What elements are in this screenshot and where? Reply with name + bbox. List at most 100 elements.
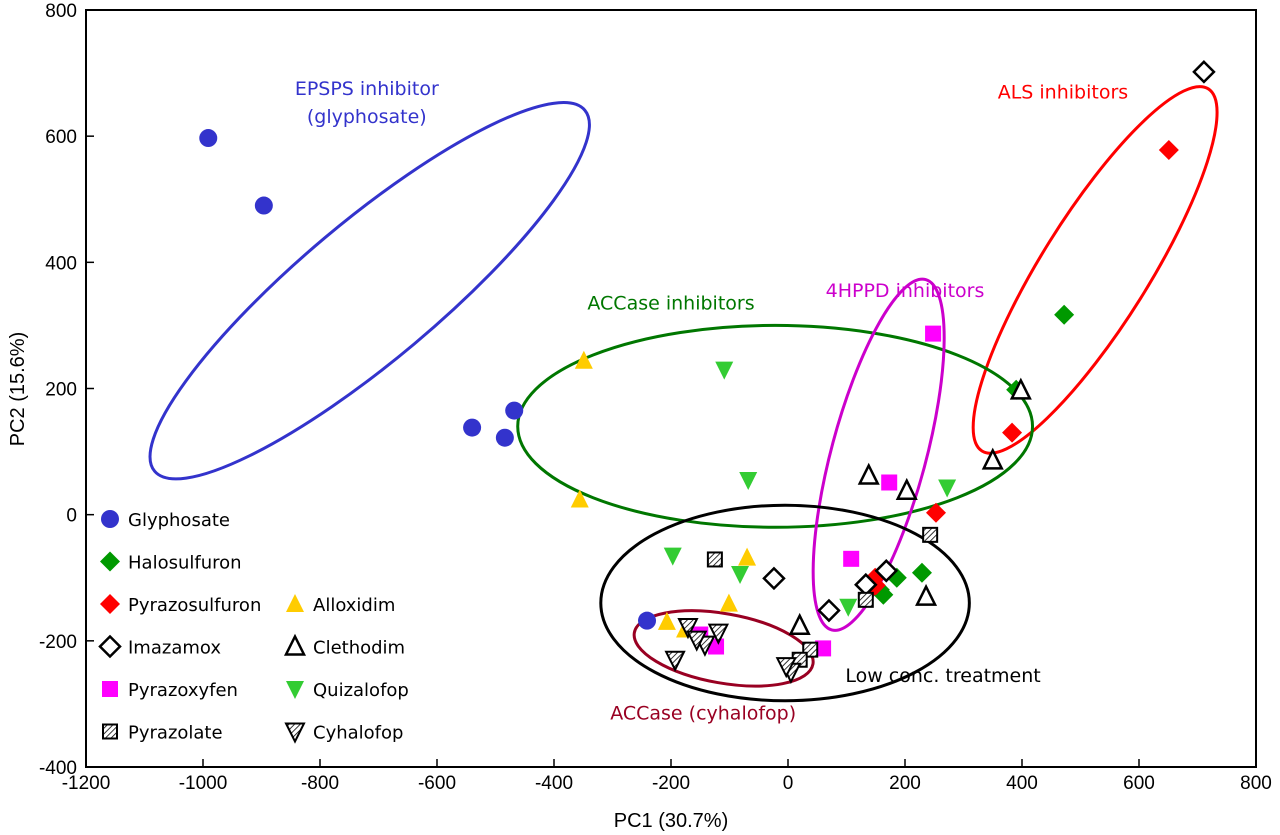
legend-marker-pyrazoxyfen [102,681,118,697]
point-alloxidim [570,489,589,508]
point-pyrazoxyfen [881,474,898,491]
y-tick-label: 800 [45,1,77,22]
legend-marker-pyrazosulfuron [100,594,120,614]
point-pyrazolate [857,591,874,608]
legend-label: Pyrazoxyfen [128,680,238,701]
legend-marker-imazamox [98,634,122,659]
point-quizalofop [663,547,682,566]
legend-label: Imazamox [128,638,221,659]
group-ellipse-accase-inhibitors [516,323,1035,529]
x-tick-label: 0 [783,773,794,794]
x-tick-label: 200 [889,773,921,794]
x-tick-label: -200 [652,773,690,794]
legend: Glyphosate Halosulfuron Pyrazosulfuron Imaz… [98,510,409,744]
x-tick-label: -800 [301,773,339,794]
legend-label: Cyhalofop [313,723,403,744]
point-imazamox [762,566,786,591]
point-cyhalofop [664,650,686,672]
legend-marker-halosulfuron [100,551,120,572]
data-points [199,60,1216,684]
point-clethodim [895,477,918,500]
x-tick-label: -400 [535,773,573,794]
annotation-label: Low conc. treatment [845,665,1040,687]
legend-label: Alloxidim [313,595,395,616]
point-cyhalofop [677,617,699,640]
legend-label: Pyrazosulfuron [128,595,261,616]
point-clethodim [915,583,938,606]
annotation-label: (glyphosate) [307,106,427,128]
point-alloxidim [738,547,757,566]
legend-marker-quizalofop [286,681,304,699]
point-cyhalofop [707,623,730,645]
axis-ticks: -1200 -1000 -800 -600 -400 -200 0 200 400 600 800 -… [39,1,1272,794]
point-pyrazoxyfen [815,640,832,657]
x-tick-label: -600 [418,773,456,794]
point-glyphosate [638,611,657,630]
point-imazamox [817,598,841,623]
group-ellipse-4hppd-inhibitors [811,277,946,632]
point-alloxidim [657,611,676,630]
point-clethodim [1009,377,1032,400]
y-tick-label: 600 [45,127,77,148]
legend-marker-cyhalofop [284,722,306,744]
group-annotations: EPSPS inhibitor (glyphosate) ALS inhibitor… [295,78,1128,725]
legend-label: Glyphosate [128,510,230,531]
point-pyrazolate [706,551,723,568]
x-tick-label: 400 [1006,773,1038,794]
group-ellipse-low-conc-treatment [599,503,971,703]
legend-marker-pyrazolate [102,723,118,740]
y-axis-title: PC2 (15.6%) [7,332,29,447]
point-clethodim [788,612,811,635]
legend-label: Pyrazolate [128,723,223,744]
point-cyhalofop [686,630,708,652]
legend-label: Quizalofop [313,680,409,701]
point-pyrazoxyfen [843,550,860,567]
y-tick-label: -200 [39,632,77,653]
point-alloxidim [574,350,593,369]
x-tick-label: -1000 [179,773,228,794]
point-pyrazolate [922,526,939,543]
point-glyphosate [254,196,273,215]
x-tick-label: 800 [1240,773,1272,794]
point-imazamox [874,559,899,583]
legend-label: Clethodim [313,638,405,659]
point-quizalofop [739,471,758,490]
point-quizalofop [839,598,858,617]
legend-marker-clethodim [283,633,307,656]
point-glyphosate [495,428,514,447]
annotation-label: 4HPPD inhibitors [826,280,985,302]
x-tick-label: 600 [1123,773,1155,794]
point-cyhalofop [775,657,797,679]
point-alloxidim [719,593,738,612]
point-pyrazosulfuron [1002,422,1023,443]
point-quizalofop [731,565,750,584]
legend-marker-alloxidim [286,594,304,612]
group-ellipse-accase-cyhalofop- [632,609,815,688]
y-tick-label: -400 [39,758,77,779]
point-pyrazoxyfen [925,325,942,342]
point-halosulfuron [1054,304,1075,325]
group-ellipse-epsps-inhibitor [148,101,591,481]
point-quizalofop [938,479,957,498]
point-quizalofop [715,361,734,380]
point-clethodim [857,462,880,485]
annotation-label: ACCase (cyhalofop) [610,703,796,725]
x-axis-title: PC1 (30.7%) [614,810,729,832]
point-pyrazosulfuron [926,502,947,523]
y-tick-label: 400 [45,253,77,274]
y-tick-label: 200 [45,380,77,401]
group-ellipses [148,85,1219,703]
x-tick-label: -1200 [62,773,111,794]
point-halosulfuron [911,562,932,583]
point-glyphosate [199,129,218,148]
point-glyphosate [505,401,524,420]
point-glyphosate [463,418,482,437]
point-pyrazosulfuron [1158,140,1179,161]
group-ellipse-als-inhibitors [971,85,1219,455]
legend-marker-glyphosate [101,510,119,528]
point-imazamox [1192,60,1216,84]
y-tick-label: 0 [66,506,77,527]
annotation-label: ACCase inhibitors [587,293,754,315]
annotation-label: EPSPS inhibitor [295,78,439,100]
